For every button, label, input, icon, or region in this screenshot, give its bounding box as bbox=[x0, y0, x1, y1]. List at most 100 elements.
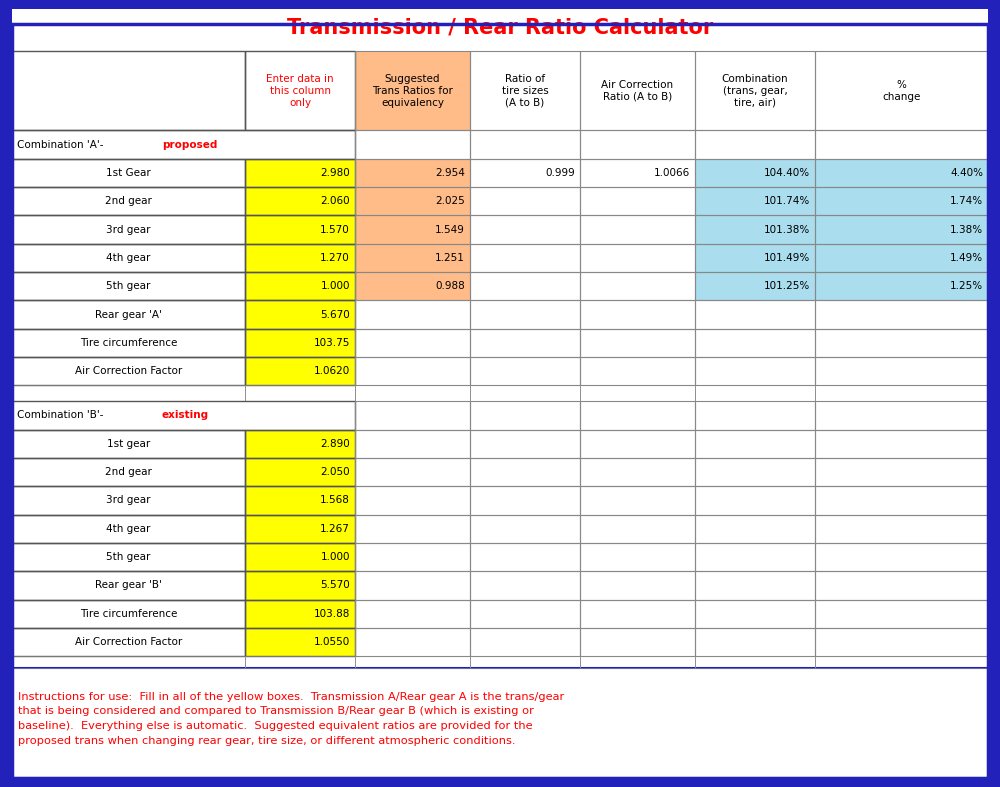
Bar bbox=[695, 386, 815, 401]
Bar bbox=[580, 216, 695, 244]
Bar bbox=[580, 571, 695, 600]
Bar bbox=[355, 159, 470, 187]
Bar bbox=[815, 216, 988, 244]
Text: 4.40%: 4.40% bbox=[950, 168, 983, 178]
Bar bbox=[245, 357, 355, 386]
Text: existing: existing bbox=[162, 410, 209, 420]
Bar bbox=[580, 543, 695, 571]
Bar bbox=[815, 543, 988, 571]
Text: 4th gear: 4th gear bbox=[106, 523, 151, 534]
Bar bbox=[355, 430, 470, 458]
Bar bbox=[245, 571, 355, 600]
Bar bbox=[815, 458, 988, 486]
Bar bbox=[355, 159, 470, 187]
Bar bbox=[12, 401, 355, 430]
Text: 1.25%: 1.25% bbox=[950, 281, 983, 291]
Bar bbox=[695, 244, 815, 272]
Bar bbox=[470, 401, 580, 430]
Bar bbox=[470, 515, 580, 543]
Bar bbox=[815, 301, 988, 329]
Text: Transmission / Rear Ratio Calculator: Transmission / Rear Ratio Calculator bbox=[287, 17, 713, 38]
Text: 1st gear: 1st gear bbox=[107, 438, 150, 449]
Text: Combination
(trans, gear,
tire, air): Combination (trans, gear, tire, air) bbox=[722, 74, 788, 108]
Text: 103.75: 103.75 bbox=[314, 338, 350, 348]
Bar bbox=[815, 187, 988, 216]
Bar bbox=[355, 187, 470, 216]
Text: 1st Gear: 1st Gear bbox=[106, 168, 151, 178]
Bar bbox=[12, 668, 988, 778]
Bar bbox=[815, 159, 988, 187]
Bar bbox=[695, 51, 815, 131]
Bar bbox=[815, 628, 988, 656]
Bar bbox=[815, 244, 988, 272]
Bar bbox=[470, 543, 580, 571]
Bar bbox=[695, 187, 815, 216]
Bar bbox=[355, 543, 470, 571]
Text: proposed: proposed bbox=[162, 139, 217, 150]
Bar bbox=[695, 216, 815, 244]
Bar bbox=[580, 628, 695, 656]
Bar bbox=[695, 600, 815, 628]
Bar bbox=[245, 159, 355, 187]
Bar bbox=[245, 272, 355, 301]
Bar bbox=[695, 216, 815, 244]
Bar bbox=[245, 357, 355, 386]
Bar bbox=[470, 329, 580, 357]
Bar bbox=[580, 51, 695, 131]
Bar bbox=[12, 430, 245, 458]
Bar bbox=[12, 628, 245, 656]
Bar bbox=[245, 486, 355, 515]
Bar bbox=[12, 486, 245, 515]
Bar bbox=[470, 656, 580, 668]
Bar bbox=[245, 187, 355, 216]
Bar bbox=[695, 272, 815, 301]
Bar bbox=[355, 628, 470, 656]
Bar bbox=[815, 187, 988, 216]
Bar bbox=[12, 51, 245, 131]
Bar bbox=[245, 430, 355, 458]
Bar bbox=[355, 216, 470, 244]
Bar bbox=[815, 401, 988, 430]
Bar bbox=[245, 571, 355, 600]
Bar bbox=[470, 244, 580, 272]
Bar bbox=[12, 571, 245, 600]
Bar bbox=[245, 543, 355, 571]
Bar bbox=[580, 187, 695, 216]
Bar bbox=[815, 486, 988, 515]
Bar bbox=[815, 656, 988, 668]
Bar bbox=[815, 357, 988, 386]
Text: 104.40%: 104.40% bbox=[764, 168, 810, 178]
Text: 1.570: 1.570 bbox=[320, 224, 350, 235]
Bar bbox=[355, 571, 470, 600]
Bar bbox=[470, 272, 580, 301]
Bar bbox=[12, 656, 245, 668]
Text: 5th gear: 5th gear bbox=[106, 281, 151, 291]
Text: 2nd gear: 2nd gear bbox=[105, 467, 152, 477]
Bar bbox=[815, 131, 988, 159]
Text: Rear gear 'B': Rear gear 'B' bbox=[95, 580, 162, 590]
Bar bbox=[470, 301, 580, 329]
Bar bbox=[12, 515, 245, 543]
Bar bbox=[470, 386, 580, 401]
Bar bbox=[470, 430, 580, 458]
Bar bbox=[580, 159, 695, 187]
Text: 1.549: 1.549 bbox=[435, 224, 465, 235]
Bar bbox=[245, 628, 355, 656]
Text: 3rd gear: 3rd gear bbox=[106, 495, 151, 505]
Bar bbox=[470, 159, 580, 187]
Text: 103.88: 103.88 bbox=[314, 608, 350, 619]
Bar bbox=[245, 458, 355, 486]
Bar bbox=[245, 301, 355, 329]
Bar bbox=[355, 301, 470, 329]
Bar bbox=[12, 543, 245, 571]
Text: Suggested
Trans Ratios for
equivalency: Suggested Trans Ratios for equivalency bbox=[372, 74, 453, 108]
Bar bbox=[355, 187, 470, 216]
Bar bbox=[695, 486, 815, 515]
Text: 1.267: 1.267 bbox=[320, 523, 350, 534]
Bar bbox=[355, 401, 470, 430]
Bar bbox=[12, 131, 355, 159]
Bar bbox=[580, 458, 695, 486]
Text: 5.570: 5.570 bbox=[320, 580, 350, 590]
Bar bbox=[580, 656, 695, 668]
Text: Air Correction Factor: Air Correction Factor bbox=[75, 637, 182, 647]
